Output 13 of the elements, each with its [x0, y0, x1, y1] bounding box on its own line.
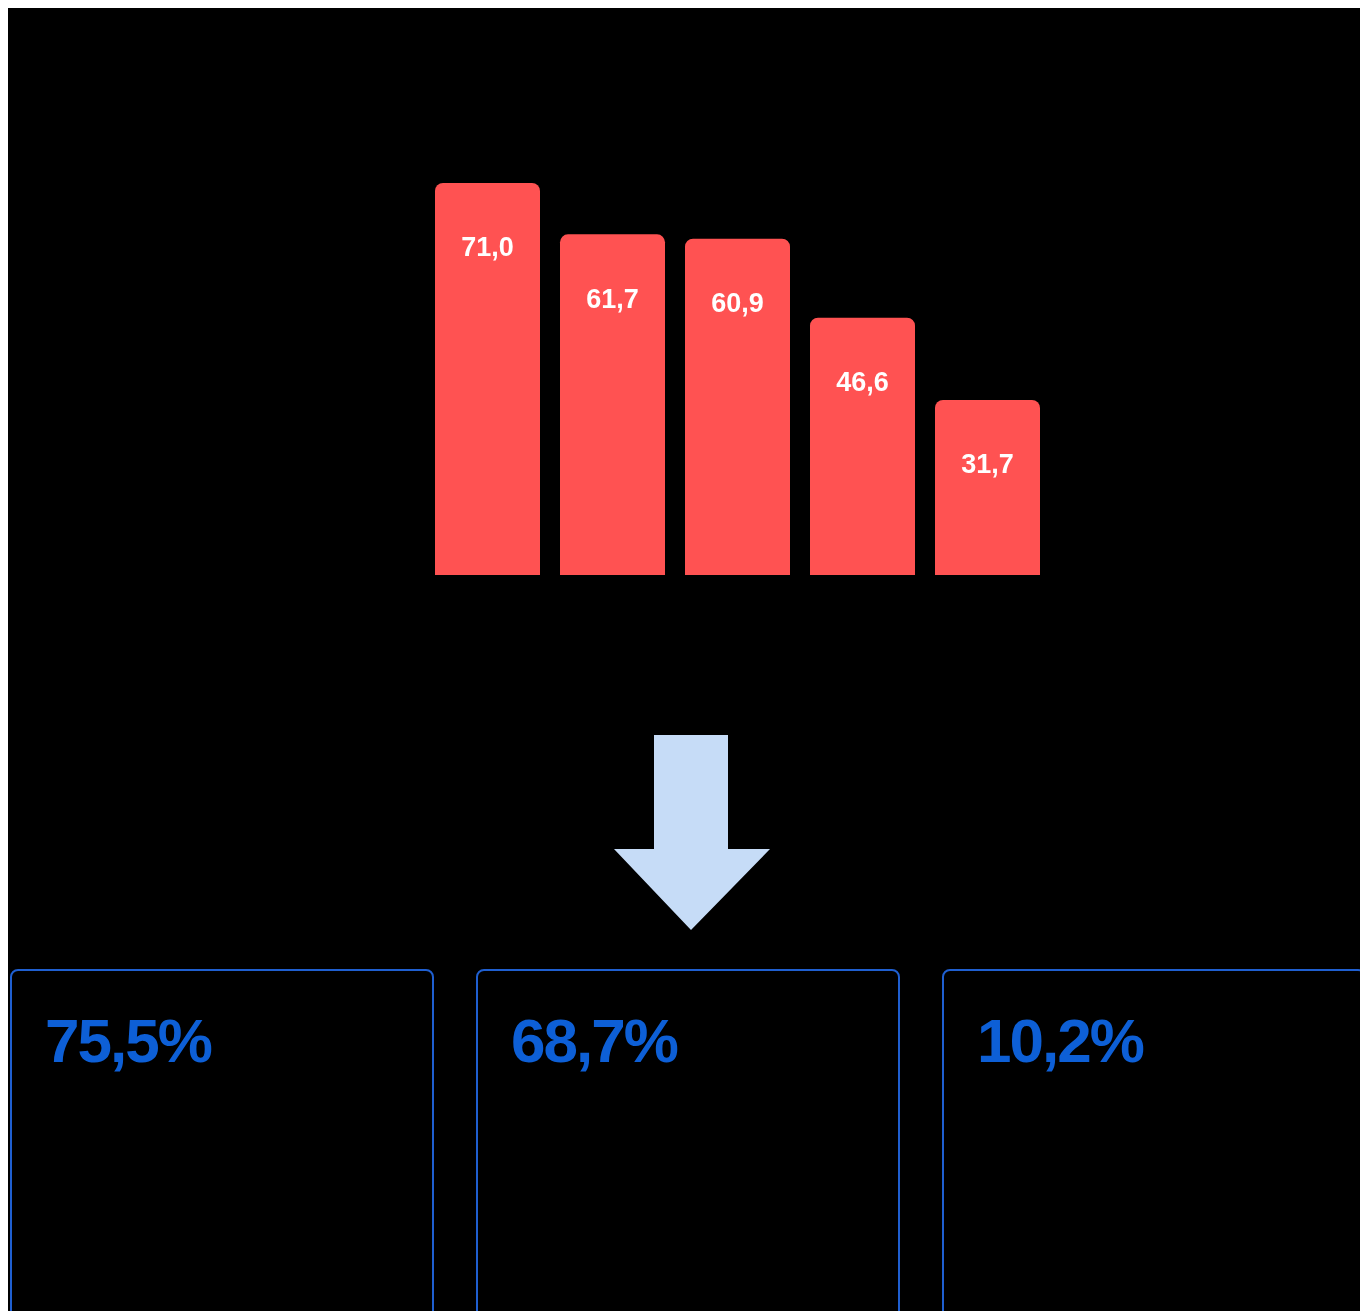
bar — [435, 183, 540, 575]
bar — [685, 238, 790, 575]
data-label: 61,7 — [586, 283, 639, 314]
data-label: 46,6 — [836, 367, 889, 398]
bar — [810, 317, 915, 575]
data-label: 60,9 — [711, 288, 764, 319]
text: 75,5% — [45, 1005, 211, 1076]
bar — [560, 234, 665, 575]
bar — [935, 399, 1040, 575]
text: 10,2% — [977, 1005, 1143, 1076]
text: 68,7% — [511, 1005, 677, 1076]
data-label: 31,7 — [961, 449, 1014, 480]
data-label: 71,0 — [461, 232, 514, 263]
